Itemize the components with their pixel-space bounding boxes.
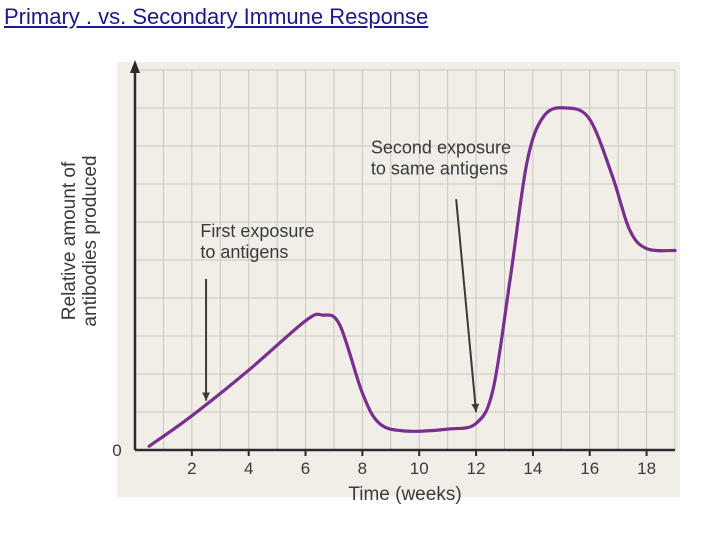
annotation-second-exposure: Second exposureto same antigens [371, 138, 511, 179]
x-tick-label: 16 [580, 459, 599, 478]
x-tick-label: 8 [358, 459, 367, 478]
chart-svg: 0 2 4 6 8 10 12 14 16 18 Time (weeks) Relative amou… [40, 60, 680, 520]
x-tick-label: 6 [301, 459, 310, 478]
x-tick-label: 12 [467, 459, 486, 478]
x-tick-label: 10 [410, 459, 429, 478]
page-title: Primary . vs. Secondary Immune Response [4, 4, 428, 30]
x-axis-label: Time (weeks) [348, 484, 461, 505]
x-tick-label: 2 [187, 459, 196, 478]
x-tick-label: 0 [112, 441, 121, 460]
immune-response-chart: 0 2 4 6 8 10 12 14 16 18 Time (weeks) Relative amou… [40, 60, 680, 520]
x-tick-label: 18 [637, 459, 656, 478]
y-axis-label: Relative amount ofantibodies produced [59, 155, 101, 326]
x-tick-label: 14 [523, 459, 542, 478]
x-tick-label: 4 [244, 459, 253, 478]
